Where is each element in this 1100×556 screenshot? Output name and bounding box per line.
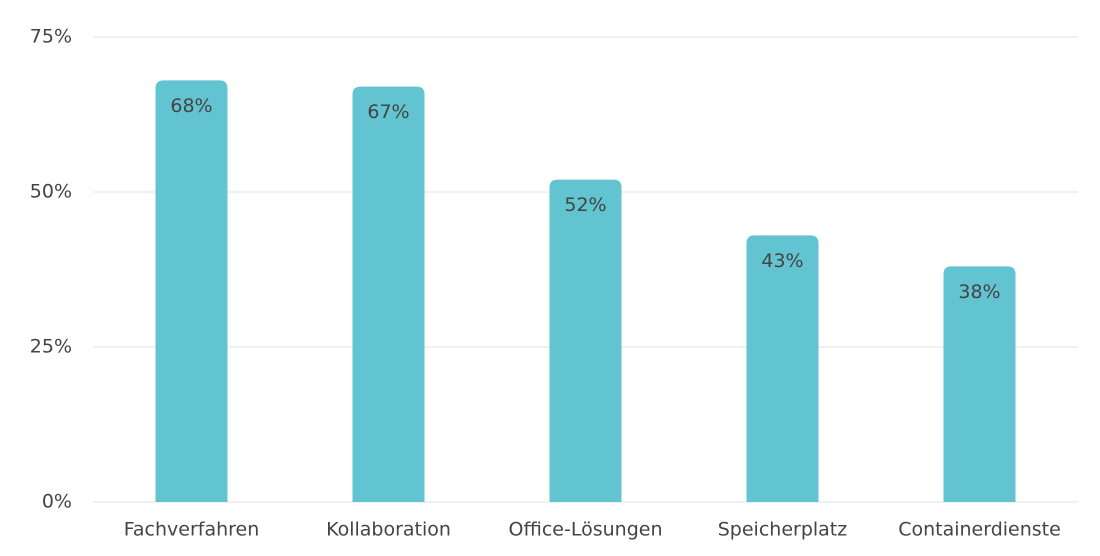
x-tick-label: Containerdienste <box>898 519 1061 541</box>
y-tick-label: 75% <box>30 26 72 48</box>
x-tick-label: Speicherplatz <box>718 519 848 541</box>
x-tick-label: Office-Lösungen <box>509 519 663 541</box>
value-label: 43% <box>761 250 803 272</box>
x-tick-label: Kollaboration <box>326 519 451 541</box>
bar <box>943 266 1016 502</box>
bar <box>746 235 819 502</box>
y-tick-label: 0% <box>42 491 72 513</box>
bar <box>352 86 425 502</box>
value-label: 68% <box>170 95 212 117</box>
y-tick-label: 50% <box>30 181 72 203</box>
value-label: 67% <box>367 101 409 123</box>
value-label: 38% <box>958 281 1000 303</box>
value-label: 52% <box>564 194 606 216</box>
bar <box>155 80 228 503</box>
bar <box>549 179 622 502</box>
y-tick-label: 25% <box>30 336 72 358</box>
x-tick-label: Fachverfahren <box>124 519 260 541</box>
